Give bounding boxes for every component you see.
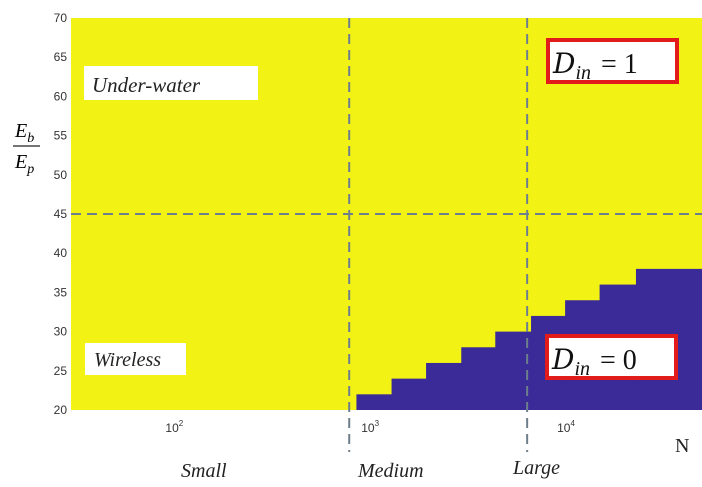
region-zero-step bbox=[356, 394, 393, 410]
x-axis-label: N bbox=[675, 435, 689, 457]
x-tick-label: 103 bbox=[361, 419, 379, 435]
annotation-box bbox=[85, 343, 186, 375]
region-label-text: Din = 1 bbox=[552, 47, 638, 84]
y-axis-label: Eb Ep bbox=[13, 120, 40, 177]
region-zero-step bbox=[426, 362, 462, 410]
region-label-text: Din = 0 bbox=[551, 343, 637, 380]
region-zero-step bbox=[495, 331, 532, 410]
zone-label-medium: Medium bbox=[357, 460, 424, 482]
x-tick-label: 104 bbox=[557, 419, 575, 435]
y-tick-label: 35 bbox=[54, 285, 68, 299]
region-label-box bbox=[545, 334, 678, 380]
y-tick-label: 30 bbox=[54, 325, 68, 339]
y-label-num: Eb bbox=[14, 120, 34, 146]
annotation-text: Under-water bbox=[92, 73, 201, 97]
region-zero-step bbox=[391, 378, 427, 410]
y-tick-label: 25 bbox=[54, 364, 68, 378]
annotation-box bbox=[84, 66, 258, 100]
region-zero-step bbox=[461, 347, 496, 410]
y-tick-label: 55 bbox=[54, 129, 68, 143]
x-axis-ticks: 102 103 104 bbox=[165, 419, 575, 435]
region-one-label: Din = 1 bbox=[546, 38, 679, 84]
zone-label-small: Small bbox=[181, 460, 227, 482]
annotation-under-water: Under-water bbox=[84, 66, 258, 100]
y-tick-label: 45 bbox=[54, 207, 68, 221]
y-tick-label: 20 bbox=[54, 403, 68, 417]
y-tick-label: 40 bbox=[54, 246, 68, 260]
y-label-den: Ep bbox=[14, 151, 34, 177]
zone-label-large: Large bbox=[512, 457, 560, 479]
y-axis-ticks: 20 25 30 35 40 45 50 55 60 65 70 bbox=[54, 11, 68, 417]
annotation-wireless: Wireless bbox=[85, 343, 186, 375]
y-tick-label: 70 bbox=[54, 11, 68, 25]
region-label-box bbox=[546, 38, 679, 84]
annotation-text: Wireless bbox=[94, 349, 161, 371]
dashed-lines bbox=[71, 18, 702, 452]
x-tick-label: 102 bbox=[165, 419, 183, 435]
region-zero-label: Din = 0 bbox=[545, 334, 678, 380]
y-tick-label: 65 bbox=[54, 50, 68, 64]
y-tick-label: 50 bbox=[54, 168, 68, 182]
y-tick-label: 60 bbox=[54, 89, 68, 103]
